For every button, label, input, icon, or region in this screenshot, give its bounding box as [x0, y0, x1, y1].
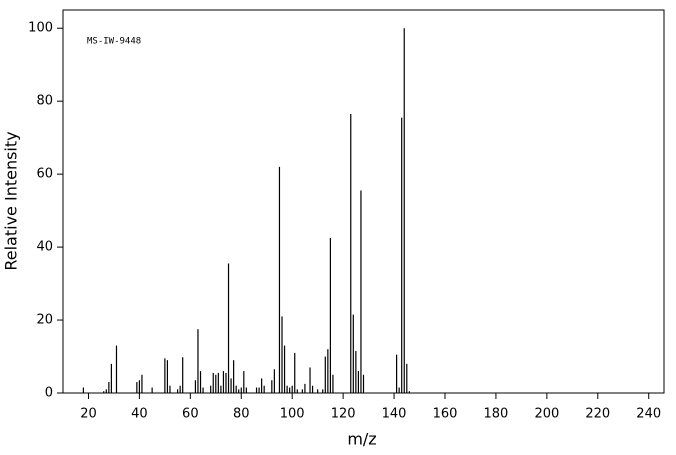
- y-tick-label: 40: [36, 240, 53, 255]
- y-tick-label: 100: [28, 21, 53, 36]
- x-tick-label: 80: [233, 407, 250, 422]
- x-tick-label: 40: [131, 407, 148, 422]
- x-tick-label: 60: [182, 407, 199, 422]
- plot-frame: [62, 9, 665, 394]
- y-tick-label: 80: [36, 94, 53, 109]
- y-axis-label: Relative Intensity: [2, 131, 21, 270]
- x-tick-label: 100: [280, 407, 305, 422]
- x-tick-label: 140: [382, 407, 407, 422]
- x-tick-label: 20: [80, 407, 97, 422]
- y-tick-label: 0: [45, 386, 53, 401]
- x-tick-label: 160: [433, 407, 458, 422]
- y-tick-label: 60: [36, 167, 53, 182]
- x-tick-label: 120: [331, 407, 356, 422]
- annotation: MS-IW-9448: [87, 37, 141, 47]
- x-axis-label: m/z: [347, 430, 376, 449]
- x-tick-label: 200: [534, 407, 559, 422]
- y-tick-label: 20: [36, 313, 53, 328]
- x-tick-label: 220: [585, 407, 610, 422]
- x-tick-label: 180: [484, 407, 509, 422]
- x-tick-label: 240: [636, 407, 661, 422]
